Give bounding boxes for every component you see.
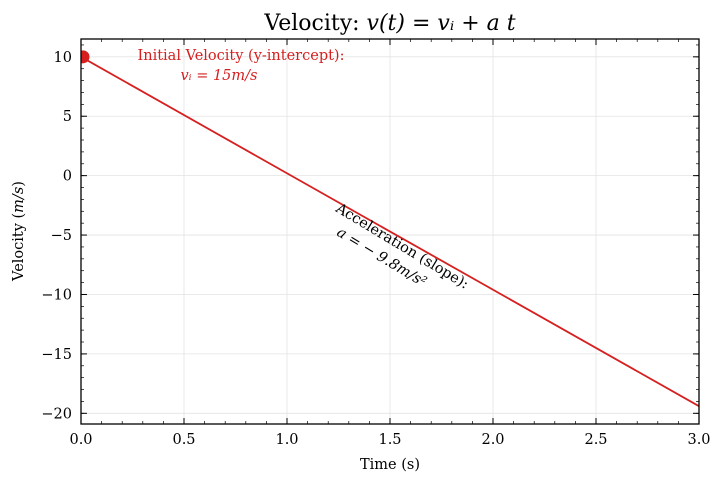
y-tick-label: −10 <box>41 287 72 303</box>
initial-velocity-point <box>81 50 90 64</box>
x-tick-label: 2.0 <box>481 432 504 448</box>
y-tick-label: −15 <box>41 347 72 363</box>
x-tick-label: 0.5 <box>172 432 195 448</box>
y-axis-label: Velocity (m/s) <box>11 181 27 282</box>
x-tick-label: 1.5 <box>378 432 401 448</box>
x-axis-label: Time (s) <box>360 457 420 473</box>
y-tick-label: 0 <box>63 169 72 185</box>
plot-frame <box>80 38 700 425</box>
y-tick-label: −5 <box>51 228 72 244</box>
y-tick-label: 10 <box>54 50 72 66</box>
x-tick-label: 3.0 <box>687 432 710 448</box>
x-tick-label: 0.0 <box>69 432 92 448</box>
velocity-line <box>81 56 699 407</box>
y-tick-label: 5 <box>63 109 72 125</box>
y-tick-labels: −20 −15 −10 −5 0 5 10 <box>41 50 72 422</box>
chart-title: Velocity: v(t) = vᵢ + a t <box>263 11 515 36</box>
y-tick-label: −20 <box>41 406 72 422</box>
x-tick-labels: 0.0 0.5 1.0 1.5 2.0 2.5 3.0 <box>69 432 710 448</box>
slope-annotation: Acceleration (slope): a = − 9.8m/s² <box>332 200 471 293</box>
intercept-annotation-title: Initial Velocity (y-intercept): <box>138 48 345 64</box>
grid-lines <box>80 39 700 424</box>
x-tick-label: 1.0 <box>275 432 298 448</box>
x-tick-label: 2.5 <box>584 432 607 448</box>
intercept-annotation-value: vᵢ = 15m/s <box>180 68 257 84</box>
